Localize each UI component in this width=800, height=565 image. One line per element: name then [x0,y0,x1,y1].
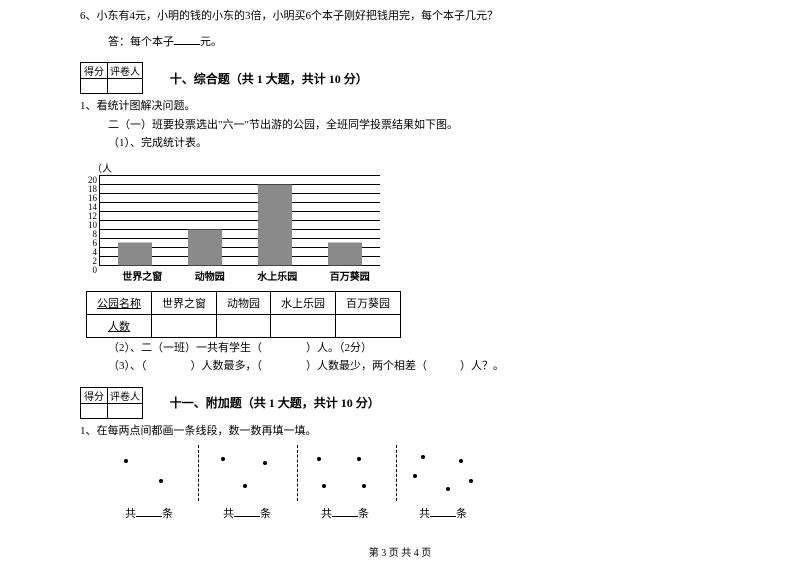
dot-point [124,459,128,463]
dot-point [459,459,463,463]
dot-panel [199,445,298,501]
dot-point [362,484,366,488]
dot-point [469,479,473,483]
dot-point [221,457,225,461]
dot-panels [100,445,720,501]
q6-answer-prefix: 答：每个本子 [108,36,174,48]
dot-panel [298,445,397,501]
chart-grid [99,175,380,266]
s11-q1: 1、在每两点间都画一条线段，数一数再填一填。 [80,423,720,440]
dot-point [263,461,267,465]
s10-q2: （2）、二（一班）一共有学生（ ）人。（2分） [80,340,720,357]
section11-title: 十一、附加题（共 1 大题，共计 10 分） [170,394,380,411]
table-empty-cell [336,314,401,337]
dot-blank [332,505,358,517]
scorebox-left: 得分 [81,63,108,79]
dot-point [421,455,425,459]
dot-panel-label: 共条 [394,501,492,521]
table-header-cell: 水上乐园 [271,291,336,314]
xlabel: 世界之窗 [122,268,162,283]
dot-panel-label: 共条 [100,501,198,521]
xlabel: 水上乐园 [257,268,297,283]
scorebox-2: 得分 评卷人 [80,387,143,419]
xlabel: 百万葵园 [330,268,370,283]
table-empty-cell [271,314,336,337]
scorebox2-left: 得分 [81,387,108,403]
table-header-cell: 公园名称 [87,291,152,314]
q6-answer: 答：每个本子 元。 [80,33,720,51]
xlabel: 动物园 [195,268,225,283]
dot-point [446,487,450,491]
table-row-label: 人数 [87,314,152,337]
chart-bar [328,243,362,266]
section10-header: 得分 评卷人 十、综合题（共 1 大题，共计 10 分） [80,62,720,94]
scorebox-right: 评卷人 [108,63,143,79]
chart-yaxis: 20181614121086420 [88,176,99,266]
scorebox: 得分 评卷人 [80,62,143,94]
s10-q3: （3）、（ ）人数最多，（ ）人数最少，两个相差（ ）人？。 [80,358,720,375]
chart-bar [188,229,222,265]
page-footer: 第 3 页 共 4 页 [0,544,800,559]
dot-point [243,484,247,488]
q6-answer-suffix: 元。 [200,36,222,48]
chart-xaxis: 世界之窗 动物园 水上乐园 百万葵园 [106,268,386,283]
section10-title: 十、综合题（共 1 大题，共计 10 分） [170,70,368,87]
dot-panel [397,445,495,501]
dot-point [159,479,163,483]
page-content: 6、小东有4元，小明的钱的小东的3倍，小明买6个本子刚好把钱用完，每个本子几元？… [0,0,800,521]
dot-panel [100,445,199,501]
table-empty-cell [217,314,271,337]
dot-point [322,484,326,488]
dot-point [317,457,321,461]
dot-panel-label: 共条 [198,501,296,521]
chart-bar [118,243,152,266]
chart-ylabel: （人 [92,160,720,175]
dot-blank [430,505,456,517]
chart-bar [258,184,292,265]
q6-text: 6、小东有4元，小明的钱的小东的3倍，小明买6个本子刚好把钱用完，每个本子几元？ [80,8,720,25]
dot-panel-label: 共条 [296,501,394,521]
s10-q1b: （1）、完成统计表。 [80,135,720,152]
section11-header: 得分 评卷人 十一、附加题（共 1 大题，共计 10 分） [80,387,720,419]
dot-labels: 共条共条共条共条 [100,501,720,521]
table-empty-cell [152,314,217,337]
dot-point [357,457,361,461]
dot-blank [136,505,162,517]
s10-q1a: 二（一）班要投票选出"六一"节出游的公园，全班同学投票结果如下图。 [80,117,720,134]
scorebox2-right: 评卷人 [108,387,143,403]
dot-blank [234,505,260,517]
q6-blank [174,33,200,45]
table-header-cell: 世界之窗 [152,291,217,314]
table-header-cell: 动物园 [217,291,271,314]
bar-chart: （人 20181614121086420 世界之窗 动物园 水上乐园 百万葵园 [88,160,720,283]
park-table: 公园名称世界之窗动物园水上乐园百万葵园 人数 [86,291,401,338]
table-header-cell: 百万葵园 [336,291,401,314]
ytick: 0 [93,266,98,275]
s10-q1: 1、看统计图解决问题。 [80,98,720,115]
dot-point [413,474,417,478]
